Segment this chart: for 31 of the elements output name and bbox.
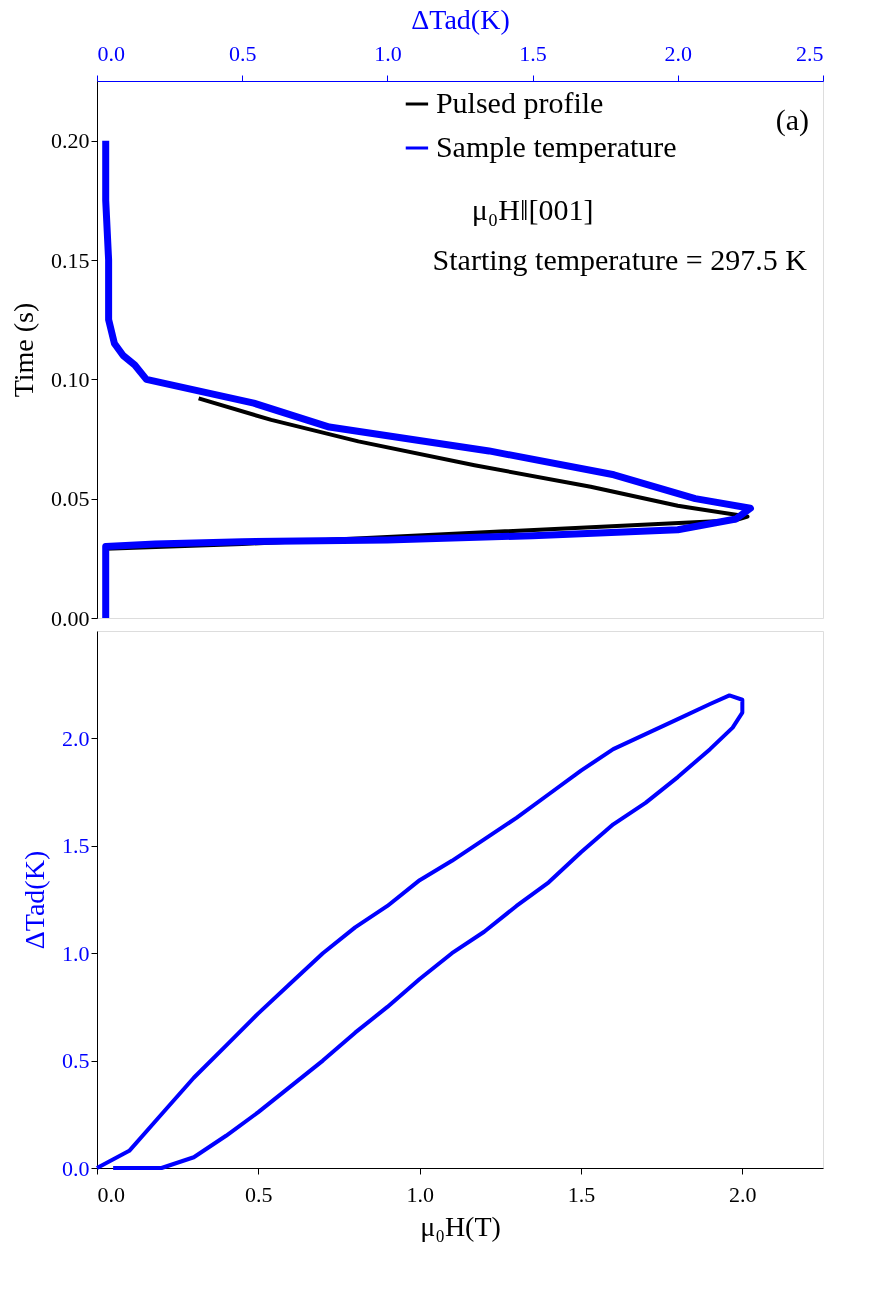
y-tick-label: 1.5 [62,833,90,859]
x-tick-label: 0.5 [228,40,257,66]
x-tick-label: 1.5 [567,1181,596,1207]
legend-label: Sample temperature [435,130,677,163]
y-tick-label: 0.15 [51,247,90,273]
annotation: (a) [775,103,809,137]
y-tick-label: 0.20 [51,128,90,154]
legend-label: Pulsed profile [435,86,604,119]
annotation: Starting temperature = 297.5 K [432,243,808,276]
y-axis-title: Time (s) [8,302,39,398]
x-tick-label: 2.0 [729,1181,757,1207]
y-tick-label: 0.5 [62,1048,90,1074]
y-tick-label: 0.00 [51,605,90,631]
x-axis-title: μ₀H(T) [420,1210,501,1242]
y-tick-label: 0.05 [51,486,90,512]
y-tick-label: 0.10 [51,366,90,392]
x-tick-label: 1.5 [519,40,547,66]
x-tick-label: 2.0 [664,40,693,66]
y-tick-label: 1.0 [62,940,90,966]
x-tick-label: 1.0 [374,40,402,66]
y-tick-label: 0.0 [62,1155,90,1181]
y-axis-title: ΔTad(K) [19,850,50,950]
x-tick-label: 0.0 [97,40,125,66]
x-tick-label: 0.0 [97,1181,125,1207]
x-tick-label: 1.0 [406,1181,434,1207]
x-tick-label: 0.5 [245,1181,273,1207]
x-tick-label: 2.5 [796,40,824,66]
annotation: μ₀H‖[001] [471,193,594,226]
line-series [95,693,745,1170]
x-axis-title: ΔTad(K) [411,3,510,35]
y-tick-label: 2.0 [62,725,90,751]
